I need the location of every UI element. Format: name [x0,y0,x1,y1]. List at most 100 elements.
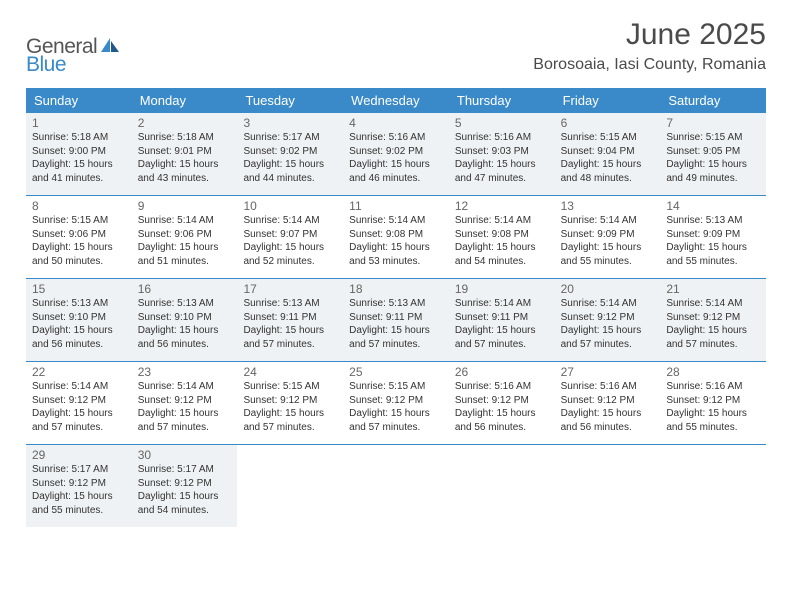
sunset-text: Sunset: 9:12 PM [455,394,549,408]
calendar-week: 1Sunrise: 5:18 AMSunset: 9:00 PMDaylight… [26,113,766,195]
title-block: June 2025 Borosoaia, Iasi County, Romani… [533,18,766,74]
day-info: Sunrise: 5:15 AMSunset: 9:05 PMDaylight:… [666,131,760,185]
daylight-text: Daylight: 15 hours and 57 minutes. [349,407,443,434]
day-info: Sunrise: 5:14 AMSunset: 9:11 PMDaylight:… [455,297,549,351]
sunrise-text: Sunrise: 5:18 AM [32,131,126,145]
day-number: 1 [32,116,126,130]
month-title: June 2025 [533,18,766,52]
sunrise-text: Sunrise: 5:15 AM [561,131,655,145]
calendar-day: 26Sunrise: 5:16 AMSunset: 9:12 PMDayligh… [449,362,555,444]
daylight-text: Daylight: 15 hours and 41 minutes. [32,158,126,185]
day-number: 22 [32,365,126,379]
day-info: Sunrise: 5:18 AMSunset: 9:00 PMDaylight:… [32,131,126,185]
day-number: 18 [349,282,443,296]
sunrise-text: Sunrise: 5:14 AM [455,214,549,228]
calendar-day: 23Sunrise: 5:14 AMSunset: 9:12 PMDayligh… [132,362,238,444]
calendar-day: 25Sunrise: 5:15 AMSunset: 9:12 PMDayligh… [343,362,449,444]
day-number: 13 [561,199,655,213]
daylight-text: Daylight: 15 hours and 54 minutes. [138,490,232,517]
calendar-day: 5Sunrise: 5:16 AMSunset: 9:03 PMDaylight… [449,113,555,195]
day-info: Sunrise: 5:14 AMSunset: 9:08 PMDaylight:… [455,214,549,268]
day-number: 6 [561,116,655,130]
daylight-text: Daylight: 15 hours and 50 minutes. [32,241,126,268]
day-info: Sunrise: 5:18 AMSunset: 9:01 PMDaylight:… [138,131,232,185]
daylight-text: Daylight: 15 hours and 48 minutes. [561,158,655,185]
daylight-text: Daylight: 15 hours and 52 minutes. [243,241,337,268]
daylight-text: Daylight: 15 hours and 57 minutes. [32,407,126,434]
sunset-text: Sunset: 9:12 PM [32,477,126,491]
calendar-day: 2Sunrise: 5:18 AMSunset: 9:01 PMDaylight… [132,113,238,195]
sunrise-text: Sunrise: 5:13 AM [32,297,126,311]
day-number: 17 [243,282,337,296]
sunset-text: Sunset: 9:00 PM [32,145,126,159]
calendar-day: 17Sunrise: 5:13 AMSunset: 9:11 PMDayligh… [237,279,343,361]
sunset-text: Sunset: 9:03 PM [455,145,549,159]
daylight-text: Daylight: 15 hours and 53 minutes. [349,241,443,268]
daylight-text: Daylight: 15 hours and 54 minutes. [455,241,549,268]
day-number: 29 [32,448,126,462]
sunset-text: Sunset: 9:01 PM [138,145,232,159]
day-number: 26 [455,365,549,379]
calendar-day: 18Sunrise: 5:13 AMSunset: 9:11 PMDayligh… [343,279,449,361]
calendar-day: 20Sunrise: 5:14 AMSunset: 9:12 PMDayligh… [555,279,661,361]
sunset-text: Sunset: 9:07 PM [243,228,337,242]
day-info: Sunrise: 5:13 AMSunset: 9:10 PMDaylight:… [32,297,126,351]
day-number: 2 [138,116,232,130]
sunset-text: Sunset: 9:06 PM [32,228,126,242]
day-info: Sunrise: 5:14 AMSunset: 9:08 PMDaylight:… [349,214,443,268]
sunset-text: Sunset: 9:12 PM [138,394,232,408]
calendar-week: 15Sunrise: 5:13 AMSunset: 9:10 PMDayligh… [26,278,766,361]
day-info: Sunrise: 5:14 AMSunset: 9:12 PMDaylight:… [32,380,126,434]
sunrise-text: Sunrise: 5:15 AM [32,214,126,228]
calendar-day: 24Sunrise: 5:15 AMSunset: 9:12 PMDayligh… [237,362,343,444]
day-number: 4 [349,116,443,130]
logo-text-blue: Blue [26,54,121,75]
day-info: Sunrise: 5:14 AMSunset: 9:06 PMDaylight:… [138,214,232,268]
day-info: Sunrise: 5:13 AMSunset: 9:09 PMDaylight:… [666,214,760,268]
day-number: 24 [243,365,337,379]
sunset-text: Sunset: 9:09 PM [666,228,760,242]
day-info: Sunrise: 5:15 AMSunset: 9:12 PMDaylight:… [243,380,337,434]
sunrise-text: Sunrise: 5:16 AM [561,380,655,394]
sunset-text: Sunset: 9:11 PM [243,311,337,325]
calendar-day: 8Sunrise: 5:15 AMSunset: 9:06 PMDaylight… [26,196,132,278]
calendar-day: 3Sunrise: 5:17 AMSunset: 9:02 PMDaylight… [237,113,343,195]
day-number: 14 [666,199,760,213]
daylight-text: Daylight: 15 hours and 56 minutes. [138,324,232,351]
day-info: Sunrise: 5:14 AMSunset: 9:07 PMDaylight:… [243,214,337,268]
sunset-text: Sunset: 9:12 PM [561,394,655,408]
dow-wed: Wednesday [343,88,449,113]
sunset-text: Sunset: 9:05 PM [666,145,760,159]
sunrise-text: Sunrise: 5:13 AM [349,297,443,311]
sunset-text: Sunset: 9:12 PM [666,311,760,325]
sunrise-text: Sunrise: 5:15 AM [349,380,443,394]
daylight-text: Daylight: 15 hours and 56 minutes. [32,324,126,351]
day-info: Sunrise: 5:15 AMSunset: 9:04 PMDaylight:… [561,131,655,185]
day-info: Sunrise: 5:14 AMSunset: 9:12 PMDaylight:… [561,297,655,351]
daylight-text: Daylight: 15 hours and 57 minutes. [138,407,232,434]
dow-mon: Monday [132,88,238,113]
sunrise-text: Sunrise: 5:17 AM [243,131,337,145]
calendar-week: 22Sunrise: 5:14 AMSunset: 9:12 PMDayligh… [26,361,766,444]
daylight-text: Daylight: 15 hours and 43 minutes. [138,158,232,185]
sunrise-text: Sunrise: 5:16 AM [455,380,549,394]
sunset-text: Sunset: 9:12 PM [666,394,760,408]
day-number: 3 [243,116,337,130]
daylight-text: Daylight: 15 hours and 46 minutes. [349,158,443,185]
day-info: Sunrise: 5:14 AMSunset: 9:12 PMDaylight:… [666,297,760,351]
day-number: 20 [561,282,655,296]
sunset-text: Sunset: 9:06 PM [138,228,232,242]
sunrise-text: Sunrise: 5:18 AM [138,131,232,145]
day-info: Sunrise: 5:13 AMSunset: 9:10 PMDaylight:… [138,297,232,351]
day-info: Sunrise: 5:14 AMSunset: 9:09 PMDaylight:… [561,214,655,268]
sunrise-text: Sunrise: 5:14 AM [138,380,232,394]
calendar-day [343,445,449,527]
daylight-text: Daylight: 15 hours and 55 minutes. [666,407,760,434]
sunset-text: Sunset: 9:12 PM [138,477,232,491]
calendar-day: 28Sunrise: 5:16 AMSunset: 9:12 PMDayligh… [660,362,766,444]
sunset-text: Sunset: 9:02 PM [243,145,337,159]
sunset-text: Sunset: 9:10 PM [138,311,232,325]
day-number: 16 [138,282,232,296]
daylight-text: Daylight: 15 hours and 55 minutes. [666,241,760,268]
day-info: Sunrise: 5:13 AMSunset: 9:11 PMDaylight:… [349,297,443,351]
